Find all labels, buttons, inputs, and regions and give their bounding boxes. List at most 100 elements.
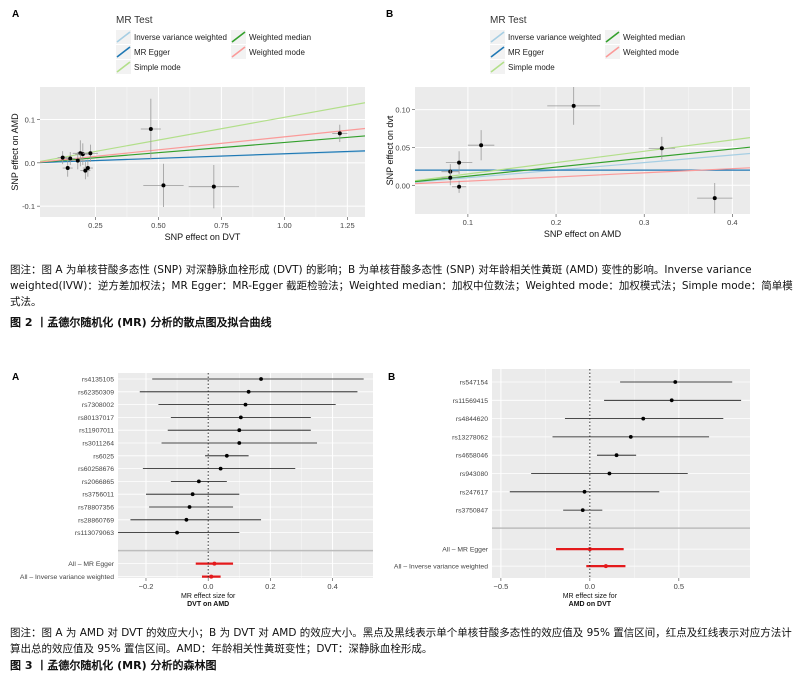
summary-point <box>209 574 214 579</box>
plot-background <box>118 373 373 578</box>
snp-point <box>582 489 587 494</box>
legend-label: Weighted median <box>249 33 311 42</box>
data-point <box>65 166 70 171</box>
x-tick-label: 0.4 <box>327 582 337 591</box>
x-tick-label: 1.00 <box>277 221 292 230</box>
scatter-plot-2b: 0.1 0.2 0.3 0.4 0.00 0.05 0.10 SNP effect on AM… <box>385 87 750 239</box>
legend-key-line <box>605 31 620 43</box>
x-axis-title: SNP effect on AMD <box>544 229 622 239</box>
data-point <box>88 151 93 156</box>
y-tick-label: -0.1 <box>22 202 35 211</box>
figure3-title: 图 3 丨孟德尔随机化 (MR) 分析的森林图 <box>10 659 217 672</box>
snp-point <box>669 398 674 403</box>
panel-letter-3b: B <box>388 372 395 383</box>
summary-point <box>587 547 592 552</box>
data-point <box>75 158 80 163</box>
snp-point <box>243 402 248 407</box>
panel-letter-2a: A <box>12 9 19 20</box>
x-tick-label: 0.4 <box>727 218 737 227</box>
x-tick-label: 0.25 <box>88 221 103 230</box>
snp-label: rs4658046 <box>456 453 488 460</box>
snp-point <box>246 389 251 394</box>
snp-label: rs113079063 <box>75 530 114 537</box>
plot-background <box>415 87 750 214</box>
legend-label: Weighted mode <box>249 48 305 57</box>
y-tick-label: 0.10 <box>395 106 410 115</box>
snp-point <box>237 428 242 433</box>
snp-label: rs28860769 <box>78 517 114 524</box>
legend-label: Simple mode <box>508 63 555 72</box>
snp-label: rs13278062 <box>452 434 488 441</box>
x-axis-title: MR effect size for <box>181 593 236 600</box>
snp-label: rs80137017 <box>78 415 114 422</box>
data-point <box>712 196 717 201</box>
x-tick-label: 0.75 <box>214 221 229 230</box>
snp-point <box>628 435 633 439</box>
x-tick-label: −0.2 <box>139 582 154 591</box>
legend-key-line <box>116 61 131 73</box>
snp-point <box>190 492 195 497</box>
x-tick-label: 0.5 <box>674 582 684 591</box>
x-tick-label: 0.1 <box>463 218 473 227</box>
data-point <box>161 183 166 188</box>
x-axis-title: MR effect size for <box>563 593 618 600</box>
data-point <box>337 131 342 136</box>
snp-label: rs3011264 <box>82 441 114 448</box>
y-tick-label: 0.00 <box>395 181 410 190</box>
snp-point <box>259 377 263 381</box>
legend-label: Simple mode <box>134 63 181 72</box>
y-tick-label: 0.05 <box>395 143 410 152</box>
snp-point <box>607 471 612 476</box>
snp-label: rs60258676 <box>78 466 114 473</box>
panel-letter-2b: B <box>386 9 393 20</box>
legend-label: Weighted median <box>623 33 685 42</box>
fit-line <box>40 102 365 163</box>
legend-key-line <box>116 46 131 58</box>
forest-plot-3a: rs4135105 rs62350309 rs7308002 rs80137017 rs… <box>20 373 373 608</box>
x-axis-title-line2: AMD on DVT <box>569 601 612 608</box>
x-tick-label: 1.25 <box>340 221 355 230</box>
summary-point <box>212 561 217 566</box>
legend-key-line <box>490 31 505 43</box>
y-axis-title: SNP effect on AMD <box>10 113 20 191</box>
x-tick-label: −0.5 <box>493 582 508 591</box>
legend-key-line <box>231 31 246 43</box>
figure3-caption: 图注：图 A 为 AMD 对 DVT 的效应大小；B 为 DVT 对 AMD 的… <box>10 627 792 655</box>
x-axis-title: SNP effect on DVT <box>165 232 241 242</box>
legend-key-line <box>605 46 620 58</box>
x-tick-label: 0.0 <box>203 582 213 591</box>
points <box>57 98 348 209</box>
snp-label: rs943080 <box>460 471 489 478</box>
figure2-caption: 图注：图 A 为单核苷酸多态性 (SNP) 对深静脉血栓形成 (DVT) 的影响… <box>10 264 793 308</box>
fit-lines <box>40 102 365 164</box>
snp-point <box>238 415 243 420</box>
data-point <box>659 146 664 151</box>
snp-label: rs4844620 <box>456 416 488 423</box>
y-tick-label: 0.0 <box>25 159 35 168</box>
summary-label: All – MR Egger <box>442 547 488 554</box>
panel-letter-3a: A <box>12 372 19 383</box>
x-tick-label: 0.3 <box>639 218 649 227</box>
summary-point <box>603 564 608 569</box>
legend-label: Inverse variance weighted <box>508 33 601 42</box>
data-point <box>448 175 453 180</box>
data-point <box>211 184 216 189</box>
legend-key-line <box>490 61 505 73</box>
x-axis-title-line2: DVT on AMD <box>187 601 229 608</box>
legend-2b: MR Test Inverse variance weighted MR Egger… <box>490 15 685 74</box>
fit-line <box>40 127 365 163</box>
y-tick-label: 0.1 <box>25 116 35 125</box>
forest-plot-3b: rs547154 rs11569415 rs4844620 rs13278062 rs4… <box>394 369 750 608</box>
data-point <box>457 184 462 189</box>
snp-label: rs3756011 <box>82 492 114 499</box>
data-point <box>479 143 484 148</box>
snp-label: rs2066865 <box>82 479 114 486</box>
x-tick-label: 0.2 <box>265 582 275 591</box>
snp-label: rs3750847 <box>456 508 488 515</box>
snp-label: rs62350309 <box>78 389 114 396</box>
figure2-title: 图 2 丨孟德尔随机化 (MR) 分析的散点图及拟合曲线 <box>10 316 272 329</box>
legend-label: MR Egger <box>134 48 170 57</box>
snp-point <box>187 505 192 509</box>
data-point <box>148 127 153 132</box>
snp-label: rs247617 <box>460 489 489 496</box>
